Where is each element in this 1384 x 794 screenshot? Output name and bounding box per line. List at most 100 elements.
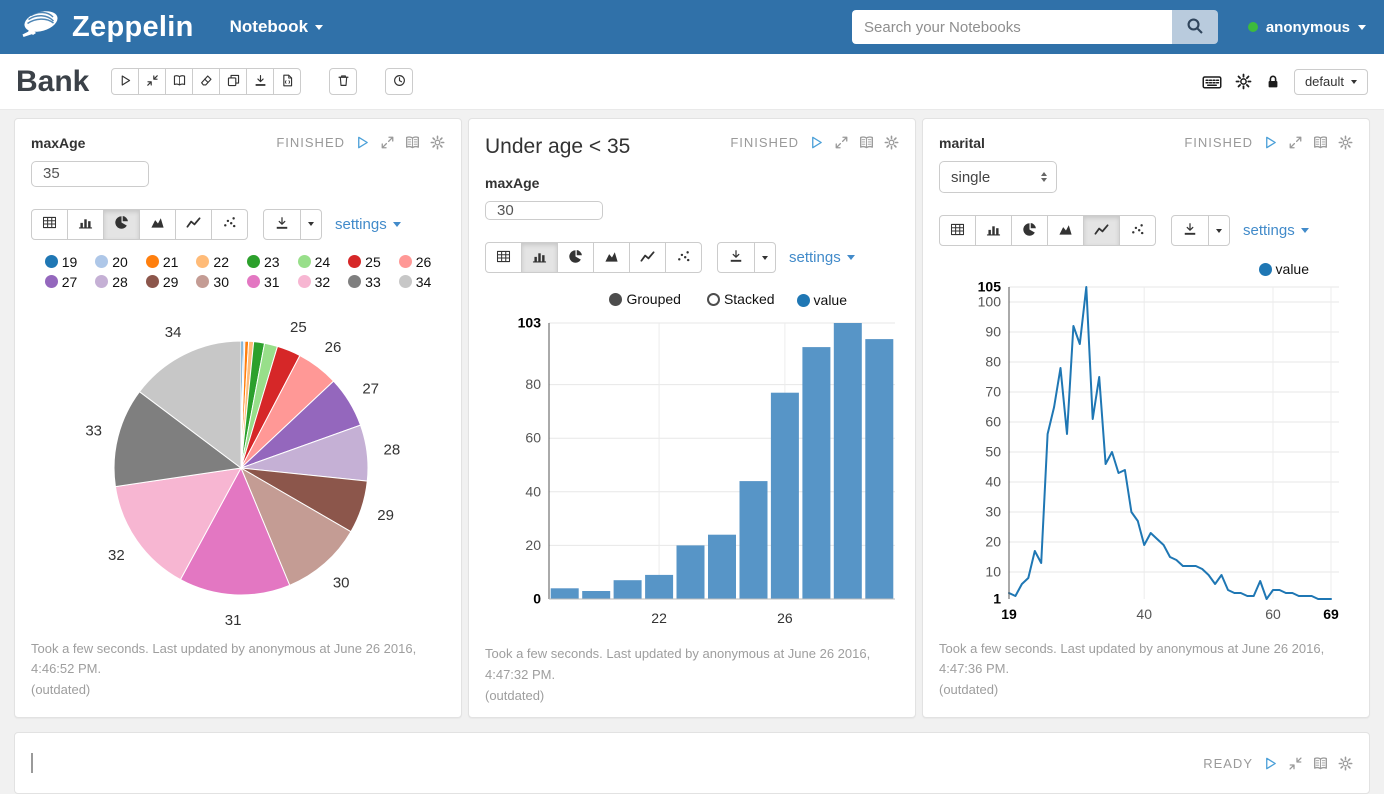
user-menu[interactable]: anonymous [1247,0,1366,54]
output-icon[interactable] [1313,135,1328,150]
gear-icon[interactable] [884,135,899,150]
play-icon[interactable] [355,135,370,150]
search-input[interactable] [852,10,1172,44]
line-chart[interactable]: 1 10 20 30 40 50 60 70 80 90 100 105 19 40 60 69 [939,279,1353,636]
chart-type-pie-button[interactable] [557,242,594,273]
legend-item-24[interactable]: 24 [297,254,330,270]
series-legend-value[interactable]: value [796,292,847,308]
toggle-output-button[interactable] [165,68,194,95]
line-chart-icon [186,215,201,233]
download-icon [729,249,743,266]
output-icon[interactable] [859,135,874,150]
clock-icon [393,74,406,90]
permissions-lock-icon[interactable] [1265,74,1281,90]
legend-item-20[interactable]: 20 [95,254,128,270]
chart-type-area-button[interactable] [593,242,630,273]
play-icon[interactable] [809,135,824,150]
paragraph-footer: Took a few seconds. Last updated by anon… [485,646,871,703]
marital-select[interactable]: single [939,161,1057,193]
shrink-icon[interactable] [1288,756,1303,771]
chart-type-area-button[interactable] [139,208,176,240]
chart-type-bar-button[interactable] [975,215,1012,246]
chart-type-table-button[interactable] [31,208,68,240]
settings-link[interactable]: settings [1243,222,1309,239]
svg-text:40: 40 [525,483,541,499]
legend-item-27[interactable]: 27 [44,274,77,290]
clear-output-button[interactable] [192,68,221,95]
download-data-button[interactable] [263,208,301,240]
gear-icon[interactable] [1338,135,1353,150]
chart-type-table-button[interactable] [939,215,976,246]
delete-note-button[interactable] [329,68,358,95]
legend-item-33[interactable]: 33 [348,274,381,290]
expand-icon[interactable] [834,135,849,150]
bar-chart-icon [986,222,1001,240]
output-icon[interactable] [405,135,420,150]
search-button[interactable] [1172,10,1218,44]
gear-icon[interactable] [430,135,445,150]
pie-chart[interactable]: 25 26 27 28 29 30 31 32 33 34 [31,292,445,639]
chart-type-scatter-button[interactable] [665,242,702,273]
legend-item-22[interactable]: 22 [196,254,229,270]
output-icon[interactable] [1313,756,1328,771]
download-options-button[interactable] [754,242,776,273]
maxage-input[interactable] [485,201,603,220]
export-note-button[interactable] [246,68,275,95]
legend-item-28[interactable]: 28 [95,274,128,290]
chart-type-line-button[interactable] [1083,215,1120,246]
chart-type-line-button[interactable] [629,242,666,273]
legend-item-32[interactable]: 32 [297,274,330,290]
settings-link[interactable]: settings [335,216,401,233]
maxage-input[interactable] [31,161,149,187]
download-options-button[interactable] [1208,215,1230,246]
legend-item-23[interactable]: 23 [247,254,280,270]
gear-icon[interactable] [1338,756,1353,771]
empty-paragraph-editor[interactable]: READY [14,732,1370,794]
notebook-menu[interactable]: Notebook [230,17,324,37]
legend-dot-icon [95,275,109,289]
legend-item-31[interactable]: 31 [247,274,280,290]
series-legend-value[interactable]: value [1258,261,1309,277]
chart-type-pie-button[interactable] [103,208,140,240]
legend-item-34[interactable]: 34 [398,274,431,290]
svg-text:19: 19 [1001,606,1017,622]
chart-type-table-button[interactable] [485,242,522,273]
play-icon[interactable] [1263,756,1278,771]
download-data-button[interactable] [1171,215,1209,246]
grouped-radio[interactable]: Grouped [609,291,681,307]
chart-type-scatter-button[interactable] [1119,215,1156,246]
download-options-button[interactable] [300,208,322,240]
chart-type-scatter-button[interactable] [211,208,248,240]
toggle-code-button[interactable] [138,68,167,95]
interpreter-gear-icon[interactable] [1235,73,1252,90]
run-all-icon [119,74,132,90]
chart-type-pie-button[interactable] [1011,215,1048,246]
bar-chart[interactable]: 0 20 40 60 80 103 22 26 [485,309,899,644]
interpreter-binding-button[interactable]: default [1293,68,1368,95]
legend-item-19[interactable]: 19 [44,254,77,270]
zeppelin-brand[interactable]: Zeppelin [18,7,194,48]
clone-note-button[interactable] [219,68,248,95]
run-all-button[interactable] [111,68,140,95]
settings-link[interactable]: settings [789,249,855,266]
chart-type-bar-button[interactable] [521,242,558,273]
legend-item-29[interactable]: 29 [145,274,178,290]
expand-icon[interactable] [380,135,395,150]
legend-item-30[interactable]: 30 [196,274,229,290]
chart-type-line-button[interactable] [175,208,212,240]
legend-item-21[interactable]: 21 [145,254,178,270]
expand-icon[interactable] [1288,135,1303,150]
stacked-radio[interactable]: Stacked [706,291,775,307]
paragraph-footer: Took a few seconds. Last updated by anon… [31,640,417,698]
paragraph-status-bar: READY [1203,756,1353,771]
legend-item-25[interactable]: 25 [348,254,381,270]
chart-type-area-button[interactable] [1047,215,1084,246]
play-icon[interactable] [1263,135,1278,150]
toggle-output-icon [173,74,186,90]
commit-button[interactable] [273,68,302,95]
scheduler-button[interactable] [385,68,414,95]
chart-type-bar-button[interactable] [67,208,104,240]
legend-item-26[interactable]: 26 [398,254,431,270]
keyboard-shortcuts-icon[interactable] [1202,72,1222,92]
download-data-button[interactable] [717,242,755,273]
